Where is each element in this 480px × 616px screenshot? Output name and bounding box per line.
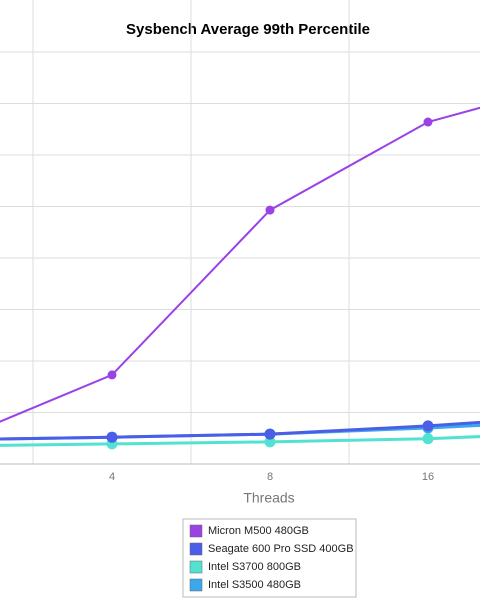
legend-swatch xyxy=(189,578,203,592)
data-point xyxy=(265,205,275,215)
data-point xyxy=(422,420,434,432)
x-tick-label: 4 xyxy=(109,471,115,483)
legend-label: Intel S3500 480GB xyxy=(208,579,301,591)
data-point xyxy=(423,117,433,127)
data-point xyxy=(264,436,276,448)
x-axis-label: Threads xyxy=(243,490,294,506)
data-point xyxy=(264,428,276,440)
legend-swatch xyxy=(189,560,203,574)
legend-label: Seagate 600 Pro SSD 400GB xyxy=(208,543,354,555)
series-line xyxy=(0,106,480,423)
legend-label: Intel S3700 800GB xyxy=(208,561,301,573)
x-tick-label: 8 xyxy=(267,471,273,483)
legend-swatch xyxy=(189,524,203,538)
data-point xyxy=(106,431,118,443)
legend-swatch xyxy=(189,542,203,556)
legend xyxy=(182,518,357,598)
legend-label: Micron M500 480GB xyxy=(208,525,309,537)
chart-title: Sysbench Average 99th Percentile xyxy=(126,21,370,38)
x-tick-label: 16 xyxy=(422,471,434,483)
series-line xyxy=(0,420,480,441)
data-point xyxy=(107,370,117,380)
data-point xyxy=(422,433,434,445)
